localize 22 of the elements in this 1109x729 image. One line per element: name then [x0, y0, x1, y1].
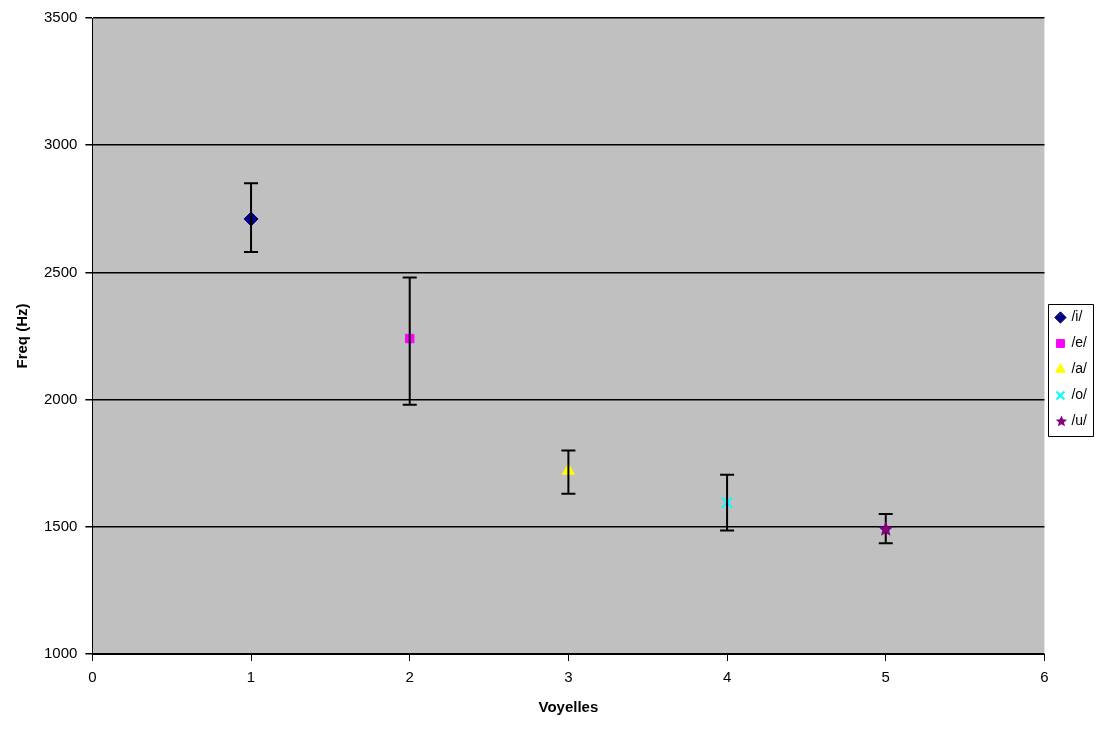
legend-label: /i/: [1071, 308, 1083, 325]
y-tick-label: 2500: [43, 262, 78, 280]
legend-label: /e/: [1071, 334, 1088, 351]
y-tick-label: 2000: [43, 389, 78, 407]
x-axis-title: Voyelles: [538, 698, 599, 716]
y-axis-title: Freq (Hz): [13, 303, 31, 369]
point: [878, 521, 894, 536]
x-tick-label: 1: [246, 668, 256, 686]
x-tick-label: 6: [1040, 668, 1049, 686]
y-tick-label: 1500: [43, 516, 78, 534]
y-tick-label: 3500: [43, 8, 78, 26]
x-tick-label: 0: [88, 668, 97, 686]
x-tick-label: 4: [722, 668, 732, 686]
y-tick-label: 3000: [43, 135, 78, 153]
legend-label: /u/: [1071, 412, 1088, 429]
point: [721, 496, 734, 509]
x-tick-label: 2: [405, 668, 414, 686]
legend-label: /a/: [1071, 360, 1088, 377]
x-tick-label: 3: [564, 668, 573, 686]
legend-label: /o/: [1071, 386, 1088, 403]
y-tick-label: 1000: [43, 644, 78, 662]
x-tick-label: 5: [881, 668, 890, 686]
